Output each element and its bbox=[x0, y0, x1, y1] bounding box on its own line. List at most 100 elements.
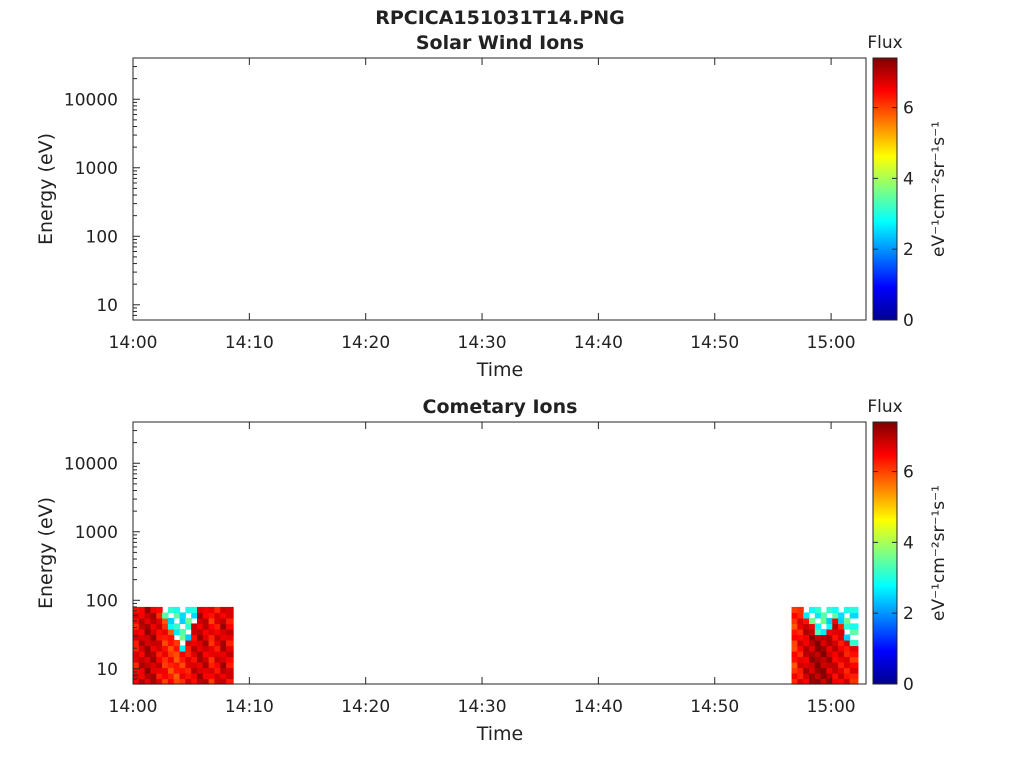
flux-cell bbox=[220, 634, 227, 641]
flux-cell bbox=[162, 650, 169, 658]
panel-1: Solar Wind Ions 14:00 14:10 14:20 14:30 14:40… bbox=[35, 32, 949, 381]
flux-cell bbox=[138, 606, 146, 614]
x-tick-label: 14:00 bbox=[109, 697, 158, 717]
flux-cell bbox=[179, 645, 186, 652]
flux-cell bbox=[808, 617, 816, 625]
flux-cell bbox=[803, 656, 810, 663]
flux-cell bbox=[162, 623, 169, 630]
flux-cell bbox=[185, 639, 192, 647]
flux-cell bbox=[791, 617, 798, 625]
flux-cell bbox=[849, 606, 859, 614]
colorbar-tick-label: 0 bbox=[903, 675, 914, 695]
flux-cell bbox=[208, 623, 216, 630]
flux-cell bbox=[196, 656, 204, 663]
flux-cell bbox=[138, 667, 146, 674]
flux-cell bbox=[150, 656, 157, 663]
flux-cell bbox=[202, 678, 210, 685]
flux-cell bbox=[814, 667, 822, 674]
flux-cell bbox=[167, 634, 175, 641]
flux-cell bbox=[838, 645, 845, 652]
flux-cell bbox=[196, 667, 204, 674]
flux-cell bbox=[173, 612, 181, 619]
flux-cell bbox=[173, 656, 181, 663]
flux-cell bbox=[791, 606, 798, 614]
flux-cell bbox=[144, 623, 152, 630]
flux-cell bbox=[797, 628, 804, 636]
flux-cell bbox=[849, 628, 859, 636]
x-tick-label: 15:00 bbox=[807, 333, 856, 353]
flux-cell bbox=[167, 623, 175, 630]
flux-cell bbox=[144, 634, 152, 641]
plot-area bbox=[132, 421, 867, 685]
flux-cell bbox=[196, 623, 204, 630]
flux-cell bbox=[196, 650, 204, 658]
flux-cell bbox=[220, 606, 227, 614]
flux-cell bbox=[185, 672, 192, 680]
flux-cell bbox=[185, 667, 192, 674]
flux-cell bbox=[196, 661, 204, 669]
flux-cell bbox=[202, 661, 210, 669]
flux-cell bbox=[138, 623, 146, 630]
flux-cell bbox=[150, 617, 157, 625]
flux-cell bbox=[208, 606, 216, 614]
flux-cell bbox=[162, 661, 169, 669]
flux-cell bbox=[191, 656, 198, 663]
flux-cell bbox=[144, 661, 152, 669]
flux-cell bbox=[202, 634, 210, 641]
x-tick-label: 14:20 bbox=[341, 697, 390, 717]
flux-cell bbox=[202, 628, 210, 636]
flux-cell bbox=[220, 645, 227, 652]
flux-cell bbox=[820, 612, 828, 619]
flux-cell bbox=[820, 645, 828, 652]
flux-cell bbox=[202, 617, 210, 625]
flux-cell bbox=[797, 661, 804, 669]
flux-cell bbox=[167, 656, 175, 663]
flux-cell bbox=[832, 617, 839, 625]
flux-cell bbox=[838, 672, 845, 680]
panel-2: Cometary Ions 14:00 14:10 14:20 14:30 14:40 14… bbox=[35, 396, 949, 745]
flux-cell bbox=[849, 639, 859, 647]
colorbar-tick-label: 2 bbox=[903, 604, 914, 624]
flux-cell bbox=[156, 678, 163, 685]
flux-cell bbox=[214, 678, 221, 685]
flux-cell bbox=[791, 656, 798, 663]
flux-cell bbox=[196, 672, 204, 680]
flux-cell bbox=[226, 634, 234, 641]
flux-cell bbox=[162, 656, 169, 663]
flux-cell bbox=[133, 667, 140, 674]
flux-cell bbox=[156, 656, 163, 663]
flux-cell bbox=[173, 667, 181, 674]
flux-cell bbox=[226, 645, 234, 652]
flux-cell bbox=[156, 661, 163, 669]
flux-cell bbox=[138, 634, 146, 641]
flux-cell bbox=[162, 612, 169, 619]
flux-cell bbox=[826, 634, 833, 641]
flux-cell bbox=[179, 650, 186, 658]
flux-cell bbox=[144, 650, 152, 658]
flux-cell bbox=[826, 639, 833, 647]
y-axis-label: Energy (eV) bbox=[35, 497, 57, 609]
flux-cell bbox=[820, 628, 828, 636]
flux-cell bbox=[162, 634, 169, 641]
flux-cell bbox=[214, 612, 221, 619]
panels: Solar Wind Ions 14:00 14:10 14:20 14:30 14:40… bbox=[35, 32, 949, 745]
flux-cell bbox=[202, 639, 210, 647]
flux-cell bbox=[133, 672, 140, 680]
flux-cell bbox=[214, 672, 221, 680]
flux-cell bbox=[814, 628, 822, 636]
flux-cell bbox=[167, 650, 175, 658]
y-tick-label: 100 bbox=[86, 227, 118, 247]
flux-cell bbox=[849, 645, 859, 652]
flux-cell bbox=[832, 672, 839, 680]
flux-cell bbox=[803, 639, 810, 647]
flux-cell bbox=[179, 656, 186, 663]
flux-cell bbox=[814, 623, 822, 630]
flux-cell bbox=[820, 672, 828, 680]
flux-cell bbox=[179, 634, 186, 641]
flux-cell bbox=[208, 645, 216, 652]
flux-cell bbox=[797, 617, 804, 625]
flux-cell bbox=[138, 672, 146, 680]
x-tick-label: 14:40 bbox=[574, 697, 623, 717]
flux-cell bbox=[138, 650, 146, 658]
flux-cell bbox=[808, 623, 816, 630]
